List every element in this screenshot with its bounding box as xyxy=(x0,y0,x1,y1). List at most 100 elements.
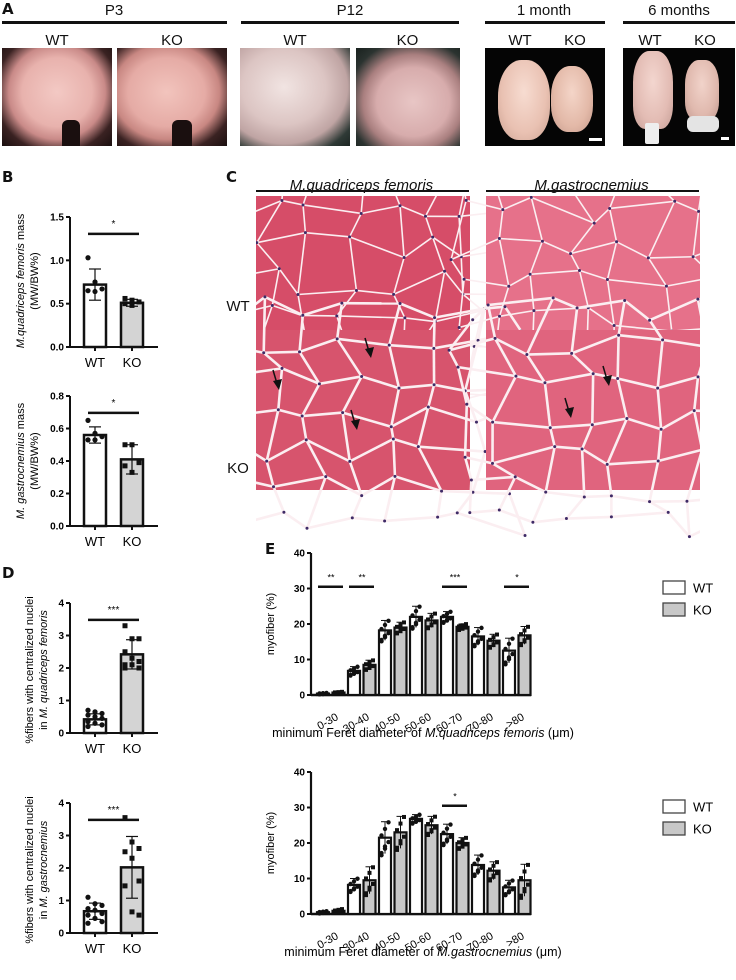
legend-label: KO xyxy=(693,603,712,618)
photo-6-months xyxy=(623,48,735,146)
y-axis-label: myofiber (%) xyxy=(265,812,277,874)
legend-swatch-wt xyxy=(662,799,686,814)
y-tick-label: 0.0 xyxy=(50,343,64,354)
photo-p3-ko xyxy=(117,48,227,146)
histology-gastrocnemius-ko xyxy=(447,296,700,539)
column-divider xyxy=(256,190,469,192)
arrow-icon xyxy=(602,365,612,386)
group-title-1-month: 1 month xyxy=(516,2,572,19)
group-title-6-months: 6 months xyxy=(648,2,710,19)
x-tick-label: WT xyxy=(85,355,105,370)
y-tick-label: 3 xyxy=(58,631,64,642)
x-tick-label: WT xyxy=(85,941,105,956)
photo-p12-wt xyxy=(240,48,350,146)
chart-d1: 0 1 2 3 4 WT KO *** xyxy=(58,599,158,756)
chart-b2: 0.0 0.2 0.4 0.6 0.8 WT KO * xyxy=(50,392,158,549)
scale-bar xyxy=(721,137,729,140)
y-tick-label: 20 xyxy=(294,620,306,631)
y-tick-label: 0.4 xyxy=(50,457,64,468)
photo-p12-ko xyxy=(356,48,460,146)
y-tick-label: 4 xyxy=(58,799,64,810)
label-wt: WT xyxy=(283,32,307,49)
chart-b1: 0.0 0.5 1.0 1.5 WT KO * xyxy=(50,213,158,370)
x-axis-label: minimum Feret diameter of M.quadriceps f… xyxy=(272,726,574,740)
arrow-icon xyxy=(364,337,374,358)
bar-ko-60-70 xyxy=(455,841,470,916)
y-tick-label: 0 xyxy=(58,729,64,740)
panel-a-letter: A xyxy=(2,0,14,18)
y-tick-label: 3 xyxy=(58,831,64,842)
y-tick-label: 0 xyxy=(58,929,64,940)
y-tick-label: 0.6 xyxy=(50,424,64,435)
legend-label: WT xyxy=(693,581,713,596)
photo-1-month xyxy=(485,48,605,146)
legend-label: KO xyxy=(693,822,712,837)
significance-label: ** xyxy=(327,573,335,583)
column-title-gastrocnemius: M.gastrocnemius xyxy=(534,177,649,194)
y-tick-label: 1 xyxy=(58,696,64,707)
y-tick-label: 1.0 xyxy=(50,256,64,267)
bar-ko-50-60 xyxy=(424,619,439,697)
y-tick-label: 0.5 xyxy=(50,299,64,310)
x-tick-label: WT xyxy=(85,534,105,549)
y-axis-label-units: (MW/BW%) xyxy=(29,432,41,489)
y-tick-label: 1.5 xyxy=(50,213,64,224)
group-divider xyxy=(623,21,735,24)
legend-swatch-wt xyxy=(662,580,686,595)
panel-e-letter: E xyxy=(265,540,276,558)
x-tick-label: KO xyxy=(123,534,142,549)
bar-ko-60-70 xyxy=(455,625,470,697)
y-tick-label: 10 xyxy=(294,655,306,666)
label-ko: KO xyxy=(564,32,586,49)
group-divider xyxy=(2,21,227,24)
group-divider xyxy=(241,21,459,24)
significance-label: * xyxy=(453,792,457,802)
bar-wt xyxy=(82,433,108,528)
arrow-icon xyxy=(564,397,574,418)
chart-b: 0.0 0.5 1.0 1.5 WT KO * M.quadriceps femoris ma… xyxy=(15,213,158,549)
legend: WT KO xyxy=(662,799,713,837)
label-wt: WT xyxy=(508,32,532,49)
y-tick-label: 0 xyxy=(299,691,305,702)
legend: WT KO xyxy=(662,580,713,618)
arrow-icon xyxy=(350,409,360,430)
histology-grid xyxy=(256,196,700,539)
panel-d-letter: D xyxy=(2,564,15,582)
y-tick-label: 30 xyxy=(294,584,306,595)
significance-label: * xyxy=(112,219,116,230)
y-axis-label: %fibers with centralized nuclei xyxy=(24,796,36,943)
photo-p3-wt xyxy=(2,48,112,146)
row-label-wt: WT xyxy=(226,298,250,315)
significance-label: *** xyxy=(108,605,120,616)
column-divider xyxy=(486,190,699,192)
column-title-quadriceps: M.quadriceps femoris xyxy=(289,177,434,194)
y-axis-label: M. gastrocnemius mass xyxy=(15,402,27,519)
legend-label: WT xyxy=(693,800,713,815)
y-tick-label: 2 xyxy=(58,864,64,875)
chart-d2: 0 1 2 3 4 WT KO *** xyxy=(58,799,158,956)
significance-label: * xyxy=(515,573,519,583)
x-tick-label: KO xyxy=(123,741,142,756)
group-divider xyxy=(485,21,605,24)
group-title-p12: P12 xyxy=(336,2,364,19)
chart-d: 0 1 2 3 4 WT KO *** %fibers with centralized nuc… xyxy=(24,596,158,956)
bar-ko xyxy=(119,301,145,349)
y-tick-label: 0.0 xyxy=(50,522,64,533)
label-ko: KO xyxy=(396,32,419,49)
bar-ko-40-50 xyxy=(393,626,408,697)
y-tick-label: 10 xyxy=(294,874,306,885)
legend-swatch-ko xyxy=(662,602,686,617)
y-tick-label: 4 xyxy=(58,599,64,610)
label-wt: WT xyxy=(45,32,69,49)
x-tick-label: KO xyxy=(123,355,142,370)
y-tick-label: 40 xyxy=(294,549,306,560)
label-ko: KO xyxy=(694,32,716,49)
y-axis-label-units: (MW/BW%) xyxy=(29,252,41,309)
y-tick-label: 0.8 xyxy=(50,392,64,403)
significance-label: *** xyxy=(450,573,461,583)
y-axis-label-line2: in M. quadriceps femoris xyxy=(38,610,50,730)
x-tick-label: KO xyxy=(123,941,142,956)
panel-b-letter: B xyxy=(2,168,14,186)
